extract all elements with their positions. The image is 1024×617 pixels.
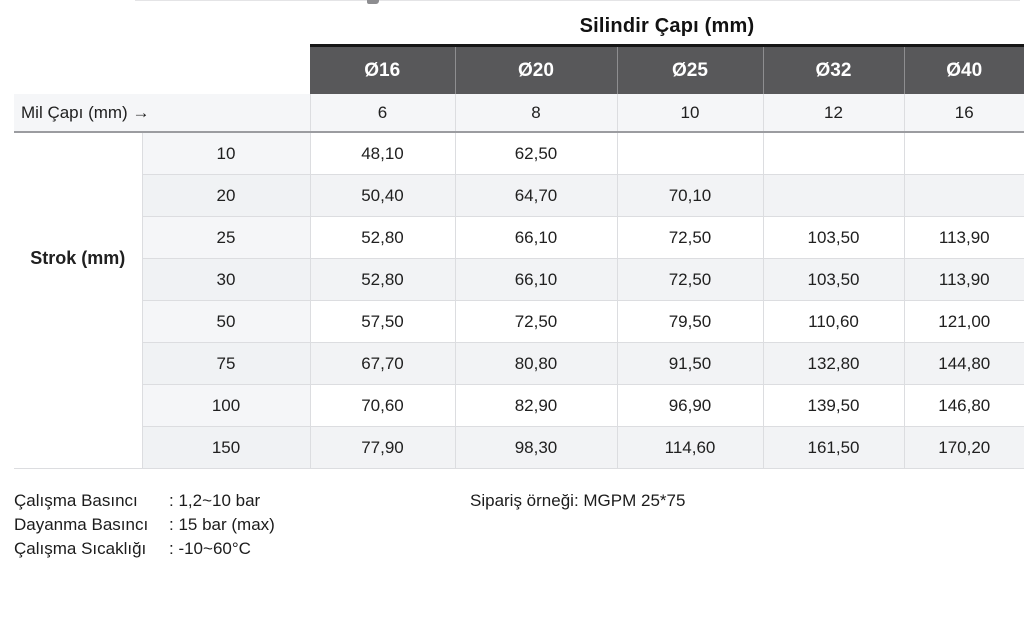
cropped-content-mark <box>367 0 379 4</box>
mil-capi-value: 8 <box>454 94 617 133</box>
dimension-value-cell: 170,20 <box>903 426 1024 469</box>
strok-value-cell: 25 <box>141 216 310 259</box>
dimension-value-cell: 64,70 <box>454 174 617 217</box>
dimension-value-cell <box>903 174 1024 217</box>
table-row: 50 57,50 72,50 79,50 110,60 121,00 <box>14 300 1024 343</box>
table-row: 25 52,80 66,10 72,50 103,50 113,90 <box>14 216 1024 259</box>
table-title: Silindir Çapı (mm) <box>579 15 755 37</box>
dimension-value-cell: 62,50 <box>454 132 617 175</box>
mil-capi-value: 10 <box>616 94 763 133</box>
strok-value-cell: 30 <box>141 258 310 301</box>
strok-group-label: Strok (mm) <box>14 132 143 469</box>
dimension-value-cell: 110,60 <box>762 300 904 343</box>
spec-row-proof-pressure: Dayanma Basıncı : 15 bar (max) <box>14 513 275 537</box>
mil-capi-label: Mil Çapı (mm) → <box>14 94 310 133</box>
header-blank-cell <box>14 45 310 94</box>
dimension-value-cell: 66,10 <box>454 258 617 301</box>
order-example: Sipariş örneği: MGPM 25*75 <box>470 491 686 510</box>
dimension-value-cell: 139,50 <box>762 384 904 427</box>
mil-capi-row: Mil Çapı (mm) → 6 8 10 12 16 <box>14 94 1024 133</box>
dimension-value-cell: 77,90 <box>309 426 455 469</box>
dimension-value-cell: 103,50 <box>762 216 904 259</box>
dimension-value-cell <box>762 132 904 175</box>
table-row: 100 70,60 82,90 96,90 139,50 146,80 <box>14 384 1024 427</box>
dimension-value-cell: 48,10 <box>309 132 455 175</box>
diameter-header-cell: Ø20 <box>454 44 617 94</box>
spec-list: Çalışma Basıncı : 1,2~10 bar Dayanma Bas… <box>14 489 275 561</box>
spec-value: : 1,2~10 bar <box>169 491 261 510</box>
mil-capi-value: 12 <box>762 94 904 133</box>
strok-value-cell: 150 <box>141 426 310 469</box>
dimension-value-cell <box>616 132 763 175</box>
diameter-header-cell: Ø16 <box>310 44 455 94</box>
dimension-value-cell: 80,80 <box>454 342 617 385</box>
dimension-value-cell: 82,90 <box>454 384 617 427</box>
table-row: 30 52,80 66,10 72,50 103,50 113,90 <box>14 258 1024 301</box>
dimension-value-cell: 146,80 <box>903 384 1024 427</box>
dimension-value-cell: 113,90 <box>903 216 1024 259</box>
strok-value-cell: 100 <box>141 384 310 427</box>
dimension-value-cell: 144,80 <box>903 342 1024 385</box>
spec-row-working-pressure: Çalışma Basıncı : 1,2~10 bar <box>14 489 275 513</box>
dimension-value-cell: 52,80 <box>309 258 455 301</box>
dimension-value-cell: 72,50 <box>616 216 763 259</box>
table-row: 150 77,90 98,30 114,60 161,50 170,20 <box>14 426 1024 469</box>
strok-value-cell: 20 <box>141 174 310 217</box>
table-row: 20 50,40 64,70 70,10 <box>14 174 1024 217</box>
dimension-value-cell: 70,60 <box>309 384 455 427</box>
diameter-header-row: Ø16 Ø20 Ø25 Ø32 Ø40 <box>14 44 1024 94</box>
spec-value: : 15 bar (max) <box>169 515 275 534</box>
dimension-value-cell: 50,40 <box>309 174 455 217</box>
spec-value: : -10~60°C <box>169 539 251 558</box>
dimension-value-cell: 66,10 <box>454 216 617 259</box>
dimension-value-cell: 161,50 <box>762 426 904 469</box>
dimension-value-cell: 72,50 <box>454 300 617 343</box>
diameter-header-cell: Ø32 <box>762 44 904 94</box>
dimension-value-cell: 52,80 <box>309 216 455 259</box>
cropped-content-line <box>135 0 1020 1</box>
dimension-value-cell: 114,60 <box>616 426 763 469</box>
strok-value-cell: 10 <box>141 132 310 175</box>
dimension-value-cell <box>903 132 1024 175</box>
strok-value-cell: 75 <box>141 342 310 385</box>
dimension-value-cell: 57,50 <box>309 300 455 343</box>
dimension-value-cell: 113,90 <box>903 258 1024 301</box>
strok-value-cell: 50 <box>141 300 310 343</box>
spec-label: Çalışma Basıncı <box>14 491 138 510</box>
table-row: Strok (mm) 10 48,10 62,50 <box>14 132 1024 469</box>
dimension-value-cell <box>762 174 904 217</box>
diameter-header-cell: Ø40 <box>903 44 1024 94</box>
spec-row-working-temperature: Çalışma Sıcaklığı : -10~60°C <box>14 537 275 561</box>
diameter-header-cell: Ø25 <box>616 44 763 94</box>
dimension-value-cell: 91,50 <box>616 342 763 385</box>
spec-label: Çalışma Sıcaklığı <box>14 539 147 558</box>
dimension-value-cell: 98,30 <box>454 426 617 469</box>
dimension-value-cell: 121,00 <box>903 300 1024 343</box>
dimension-value-cell: 132,80 <box>762 342 904 385</box>
dimension-value-cell: 72,50 <box>616 258 763 301</box>
mil-capi-value: 6 <box>309 94 455 133</box>
cylinder-dimensions-table: Ø16 Ø20 Ø25 Ø32 Ø40 Mil Çapı (mm) → 6 8 10 12 16… <box>14 44 1024 469</box>
spec-label: Dayanma Basıncı <box>14 515 149 534</box>
dimension-value-cell: 67,70 <box>309 342 455 385</box>
dimension-value-cell: 96,90 <box>616 384 763 427</box>
dimension-value-cell: 79,50 <box>616 300 763 343</box>
dimension-value-cell: 70,10 <box>616 174 763 217</box>
mil-capi-value: 16 <box>903 94 1024 133</box>
table-row: 75 67,70 80,80 91,50 132,80 144,80 <box>14 342 1024 385</box>
dimension-value-cell: 103,50 <box>762 258 904 301</box>
